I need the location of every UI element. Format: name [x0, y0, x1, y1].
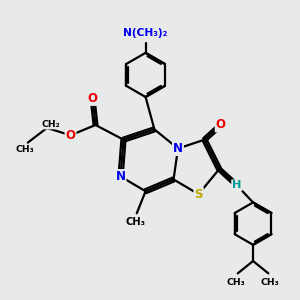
Text: N(CH₃)₂: N(CH₃)₂ [123, 28, 168, 38]
Text: O: O [216, 118, 226, 131]
Text: CH₃: CH₃ [260, 278, 279, 287]
Text: O: O [88, 92, 98, 105]
Text: N: N [173, 142, 183, 155]
Text: H: H [232, 180, 242, 190]
Text: O: O [65, 129, 76, 142]
Text: CH₂: CH₂ [41, 120, 60, 129]
Text: CH₃: CH₃ [227, 278, 246, 287]
Text: S: S [194, 188, 203, 201]
Text: CH₃: CH₃ [16, 146, 34, 154]
Text: CH₃: CH₃ [125, 217, 145, 226]
Text: N: N [116, 170, 126, 183]
